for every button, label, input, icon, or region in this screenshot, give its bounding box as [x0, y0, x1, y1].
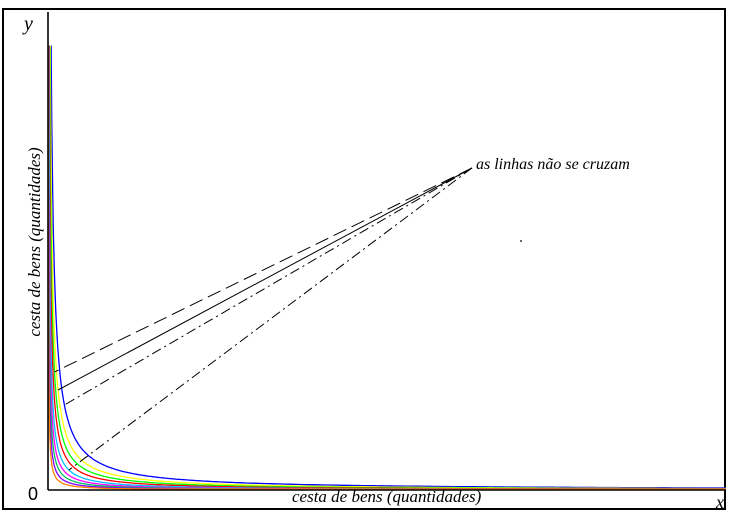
- indifference-curve-2: [49, 45, 726, 490]
- x-axis-title: cesta de bens (quantidades): [292, 487, 482, 506]
- indifference-curve-8: [47, 45, 726, 490]
- pointer-line-2: [57, 167, 473, 391]
- indifference-curve-9: [47, 45, 726, 490]
- indifference-curve-1: [50, 45, 726, 489]
- pointer-line-4: [68, 167, 473, 471]
- stray-dot: [520, 240, 522, 242]
- pointer-line-1: [54, 167, 473, 373]
- y-axis-title: cesta de bens (quantidades): [25, 147, 44, 337]
- x-axis-letter: x: [716, 492, 724, 512]
- indifference-curve-4: [48, 45, 726, 490]
- curves-group: [47, 45, 726, 490]
- y-axis-letter: y: [24, 13, 33, 35]
- indifference-curve-7: [47, 45, 726, 490]
- indifference-curve-3: [49, 45, 726, 490]
- indifference-curve-5: [48, 45, 726, 490]
- annotation-label: as linhas não se cruzam: [476, 156, 630, 173]
- pointer-lines-group: [54, 167, 522, 471]
- figure-frame: [2, 8, 726, 510]
- indifference-curve-6: [48, 45, 726, 490]
- origin-label: 0: [28, 484, 39, 504]
- pointer-line-3: [64, 167, 473, 406]
